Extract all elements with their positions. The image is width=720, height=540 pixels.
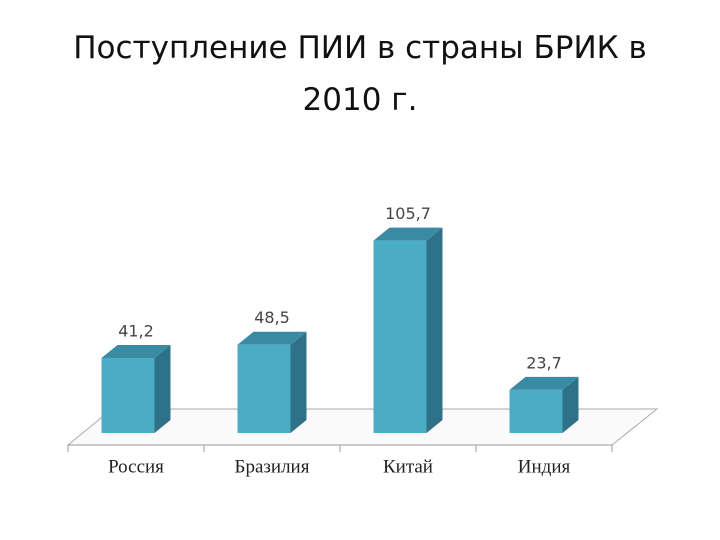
bar-side (562, 376, 579, 433)
bar (101, 345, 171, 433)
value-label: 41,2 (118, 322, 154, 341)
bar-top (237, 331, 307, 345)
bar-side (154, 345, 171, 433)
x-tick-label: Бразилия (235, 456, 310, 477)
bar (509, 376, 579, 433)
bar (373, 227, 443, 433)
bar-front (509, 389, 563, 433)
bar-front (101, 358, 155, 433)
x-tick-label: Китай (383, 456, 433, 477)
bar-side (426, 227, 443, 433)
bar-side (290, 331, 307, 433)
x-tick-label: Россия (108, 456, 164, 477)
x-tick-label: Индия (518, 456, 571, 477)
bar (237, 331, 307, 433)
bar-top (101, 345, 171, 359)
chart-title: Поступление ПИИ в страны БРИК в 2010 г. (73, 30, 647, 118)
value-label: 105,7 (385, 204, 431, 223)
bar-front (373, 240, 427, 433)
value-label: 23,7 (526, 353, 562, 372)
bar-top (509, 376, 579, 390)
bar-front (237, 344, 291, 433)
bar-top (373, 227, 443, 241)
value-label: 48,5 (254, 308, 290, 327)
